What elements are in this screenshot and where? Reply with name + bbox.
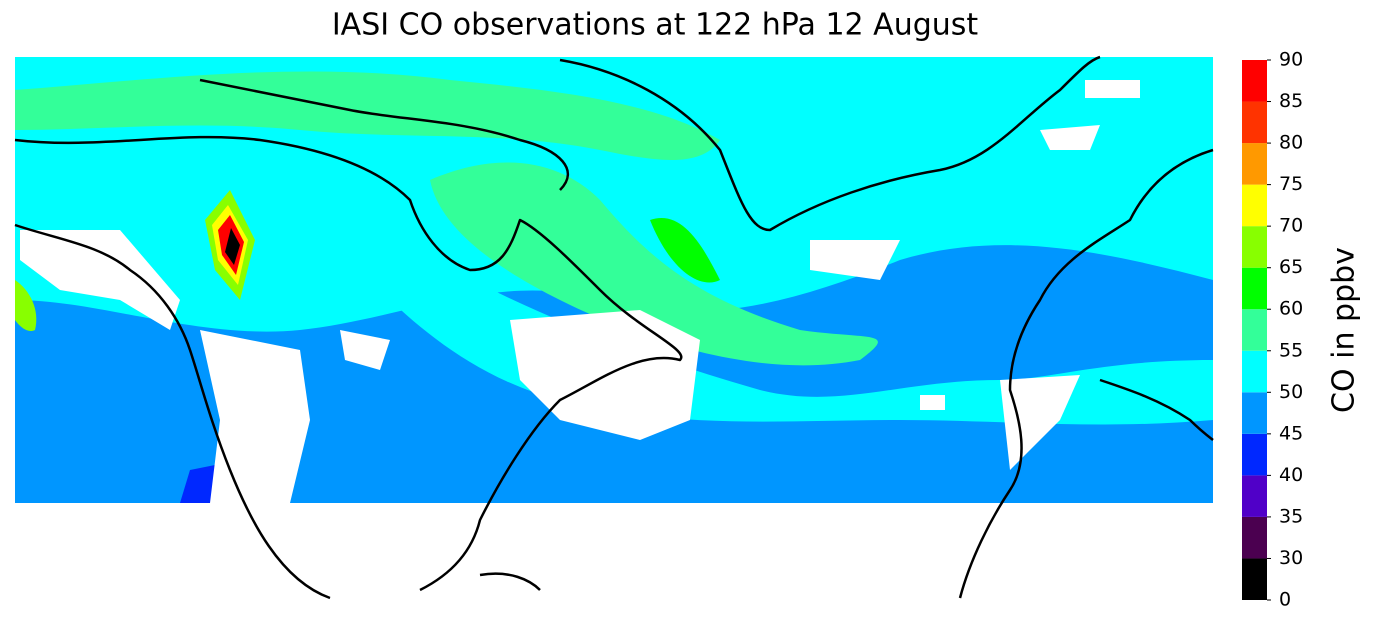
colorbar-tick-label: 40 [1279,464,1303,486]
colorbar-segment [1242,475,1267,517]
colorbar-segment [1242,433,1267,476]
colorbar-tick-label: 0 [1279,589,1291,611]
colorbar-tick-label: 45 [1279,422,1303,444]
colorbar-segment [1242,309,1267,351]
field-green-dark [650,218,720,283]
colorbar-segment [1242,558,1267,600]
colorbar-segment [1242,392,1267,434]
colorbar-label: CO in ppbv [1327,247,1362,413]
colorbar-segment [1242,143,1267,185]
colorbar-tick-label: 85 [1279,90,1303,112]
colorbar-tick-label: 70 [1279,215,1303,237]
colorbar-tick-label: 65 [1279,256,1303,278]
colorbar-tick-label: 75 [1279,173,1303,195]
map-field [15,57,1213,503]
colorbar-segment [1242,350,1267,393]
colorbar-segment [1242,184,1267,227]
field-green [430,162,878,366]
colorbar-segment [1242,101,1267,144]
colorbar-segment [1242,267,1267,310]
missing-data [20,80,1140,503]
colorbar-tick-label: 55 [1279,339,1303,361]
colorbar-segment [1242,226,1267,268]
colorbar-tick-label: 60 [1279,298,1303,320]
colorbar-tick-label: 30 [1279,547,1303,569]
colorbar-tick-label: 35 [1279,505,1303,527]
colorbar-segment [1242,516,1267,559]
colorbar-segment [1242,60,1267,102]
colorbar-tick-label: 50 [1279,381,1303,403]
map-title: IASI CO observations at 122 hPa 12 Augus… [332,8,979,43]
colorbar-tick-label: 80 [1279,132,1303,154]
field-hotspot [225,228,240,265]
field-yellow [15,280,37,332]
field-green [15,71,720,160]
colorbar-tick-label: 90 [1279,49,1303,71]
coastlines [14,55,1214,600]
